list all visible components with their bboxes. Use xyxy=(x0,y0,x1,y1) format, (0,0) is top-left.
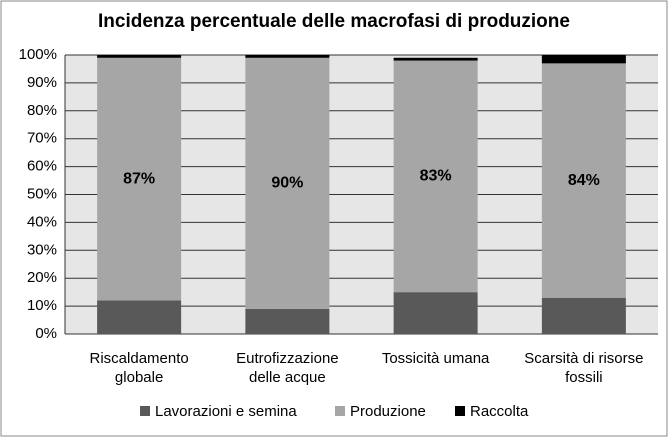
bar-segment xyxy=(245,308,330,334)
y-tick-label: 90% xyxy=(27,74,57,91)
y-tick-label: 40% xyxy=(27,213,57,230)
bar-segment xyxy=(97,57,182,301)
bar-segment xyxy=(97,300,182,334)
bar-segment xyxy=(541,297,626,334)
data-label: 83% xyxy=(420,168,452,185)
data-label: 84% xyxy=(568,172,600,189)
bar-segment xyxy=(393,292,478,334)
bar-segment xyxy=(393,60,478,293)
bar-segment xyxy=(541,63,626,298)
bar-segment xyxy=(393,57,478,61)
y-tick-label: 0% xyxy=(35,325,57,342)
y-tick-label: 10% xyxy=(27,297,57,314)
bar-segment xyxy=(245,57,330,309)
legend-label: Lavorazioni e semina xyxy=(155,403,297,420)
legend-swatch xyxy=(335,406,345,416)
x-tick-label: Eutrofizzazione delle acque xyxy=(236,350,339,386)
y-tick-label: 70% xyxy=(27,130,57,147)
y-tick-label: 60% xyxy=(27,158,57,175)
x-tick-label: Riscaldamento globale xyxy=(89,350,189,386)
y-tick-label: 50% xyxy=(27,185,57,202)
bar-segment xyxy=(541,55,626,64)
chart-title: Incidenza percentuale delle macrofasi di… xyxy=(98,11,570,32)
legend-swatch xyxy=(140,406,150,416)
bar-segment xyxy=(245,55,330,58)
x-tick-label: Tossicità umana xyxy=(381,350,490,367)
data-label: 87% xyxy=(123,170,155,187)
y-tick-label: 30% xyxy=(27,241,57,258)
y-tick-label: 20% xyxy=(27,269,57,286)
legend-label: Produzione xyxy=(350,403,426,420)
x-tick-label: Scarsità di risorse fossili xyxy=(524,350,644,386)
bar-segment xyxy=(97,55,182,58)
data-label: 90% xyxy=(271,175,303,192)
legend-swatch xyxy=(455,406,465,416)
y-tick-label: 80% xyxy=(27,102,57,119)
legend-label: Raccolta xyxy=(470,403,529,420)
y-tick-label: 100% xyxy=(19,46,57,63)
